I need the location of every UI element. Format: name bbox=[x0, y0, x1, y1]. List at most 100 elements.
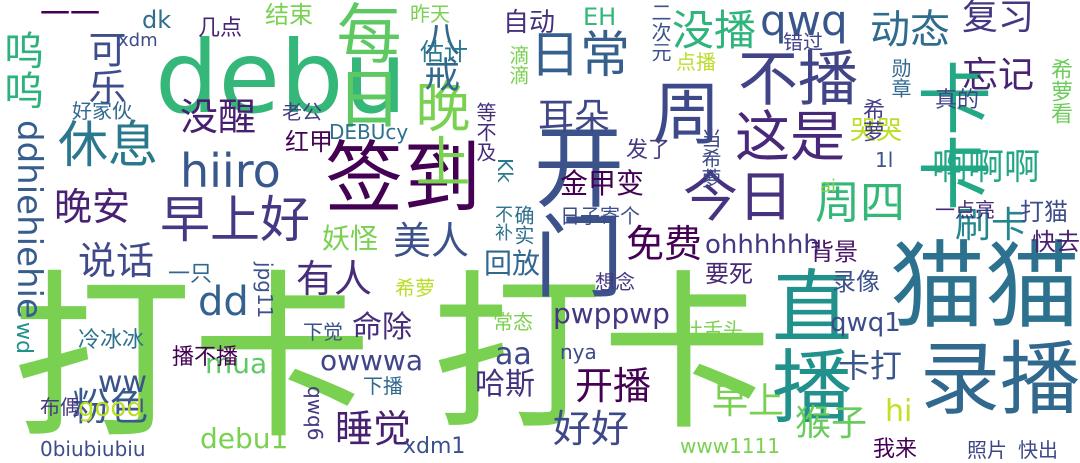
cloud-word: 金甲变 bbox=[560, 167, 645, 200]
cloud-word: debu1 bbox=[200, 422, 289, 455]
cloud-word: 不补 bbox=[492, 205, 513, 241]
cloud-word: 猴子 bbox=[795, 403, 868, 444]
cloud-word: 卡打 bbox=[838, 347, 903, 385]
cloud-word: 常态 bbox=[493, 310, 533, 334]
cloud-word: 等不及 bbox=[473, 102, 497, 162]
cloud-word: 可乐 bbox=[82, 30, 126, 106]
cloud-word: xdm bbox=[118, 30, 158, 51]
cloud-word: aa bbox=[495, 337, 532, 372]
cloud-word: qwq1 bbox=[830, 308, 901, 338]
cloud-word: 录播 bbox=[920, 333, 1080, 426]
cloud-word: ww bbox=[98, 365, 148, 400]
cloud-word: EH bbox=[583, 3, 617, 31]
cloud-word: 好好 bbox=[553, 407, 630, 451]
cloud-word: owwwa bbox=[320, 344, 423, 377]
cloud-word: 周四 bbox=[815, 176, 906, 229]
cloud-word: 休息 bbox=[58, 116, 158, 174]
cloud-word: 打卡 bbox=[12, 255, 373, 463]
cloud-word: qwq bbox=[760, 0, 848, 45]
cloud-word: 播不播 bbox=[172, 345, 239, 370]
cloud-word: ddhiehiehie bbox=[9, 120, 49, 319]
cloud-word: Kk bbox=[493, 158, 517, 183]
cloud-word: 直播 bbox=[759, 265, 852, 425]
cloud-word: ohhhhhh bbox=[705, 230, 820, 260]
cloud-word: good bbox=[78, 393, 143, 423]
cloud-word: 八戒 bbox=[418, 20, 459, 92]
cloud-word: mua bbox=[205, 347, 268, 380]
cloud-word: 粉色 bbox=[72, 385, 149, 429]
cloud-word: 冷冰冰 bbox=[78, 328, 145, 353]
cloud-word: hi bbox=[885, 394, 913, 429]
cloud-word: 日子寄个 bbox=[560, 204, 640, 228]
cloud-word: 自动 bbox=[503, 8, 556, 38]
cloud-word: 忘记 bbox=[962, 55, 1035, 96]
cloud-word: 打猫 bbox=[1020, 198, 1068, 226]
cloud-word: 快出 bbox=[1018, 438, 1058, 462]
cloud-word: 复习 bbox=[962, 0, 1035, 38]
cloud-word: 命除 bbox=[352, 310, 412, 345]
cloud-word: 卡卡 bbox=[904, 60, 992, 210]
cloud-word: 昨天 bbox=[410, 2, 450, 26]
cloud-word: 好家伙 bbox=[72, 99, 132, 123]
cloud-word: 每日 bbox=[325, 0, 400, 130]
cloud-word: 希萝 bbox=[859, 98, 884, 142]
cloud-word: 哈斯 bbox=[475, 367, 535, 402]
cloud-word: 下播 bbox=[363, 374, 403, 398]
cloud-word: 希萝看 bbox=[1047, 58, 1072, 124]
cloud-word: ai bbox=[820, 176, 837, 197]
cloud-word: 哭哭 bbox=[850, 116, 903, 146]
cloud-word: 红甲 bbox=[285, 128, 333, 156]
cloud-word: www1111 bbox=[680, 434, 780, 458]
cloud-word: qwq6 bbox=[303, 386, 327, 441]
cloud-word: 签到 bbox=[325, 134, 482, 224]
cloud-word: 呜呜 bbox=[0, 30, 43, 110]
cloud-word: 回放 bbox=[484, 247, 541, 280]
cloud-word: jpg11 bbox=[253, 262, 277, 319]
cloud-word: xdm1 bbox=[403, 434, 466, 459]
cloud-word: pwppwp bbox=[553, 297, 670, 330]
cloud-word: 猫猫 bbox=[889, 232, 1080, 342]
cloud-word: DEBUcy bbox=[329, 120, 409, 144]
cloud-word: 1l bbox=[875, 148, 894, 172]
cloud-word: dk bbox=[142, 6, 172, 34]
cloud-word: 二次元 bbox=[648, 2, 672, 62]
cloud-word: 几点 bbox=[198, 16, 243, 41]
cloud-word: 啊啊啊 bbox=[932, 147, 1041, 188]
cloud-word: 要死 bbox=[705, 260, 753, 288]
cloud-word: 0biubiubiu bbox=[40, 437, 146, 461]
cloud-word: 有人 bbox=[296, 257, 373, 301]
cloud-word: 发了 bbox=[626, 138, 671, 163]
cloud-word: 快去 bbox=[1032, 228, 1080, 256]
cloud-word: 早上 bbox=[712, 381, 785, 422]
cloud-word: 老公 bbox=[282, 100, 322, 124]
cloud-word: 耳朵 bbox=[538, 97, 611, 138]
cloud-word: 打卡 bbox=[432, 256, 773, 454]
cloud-word: 妖怪 bbox=[322, 222, 379, 255]
cloud-word: 免费 bbox=[626, 222, 703, 266]
cloud-word: 睡觉 bbox=[335, 407, 412, 451]
cloud-word: 我来 bbox=[873, 437, 918, 462]
cloud-word: wd bbox=[11, 322, 36, 354]
cloud-word: 结束 bbox=[265, 1, 313, 29]
cloud-word: 一只 bbox=[168, 262, 213, 287]
cloud-word: 真的 bbox=[935, 88, 980, 113]
cloud-word: 周 bbox=[640, 78, 719, 146]
cloud-word: 估计 bbox=[420, 38, 468, 66]
cloud-word: 今日 bbox=[683, 165, 794, 229]
cloud-word: 这是 bbox=[735, 105, 846, 169]
cloud-word: 开播 bbox=[575, 364, 652, 408]
cloud-word: 日常 bbox=[530, 26, 630, 84]
cloud-word: 录像 bbox=[832, 268, 880, 296]
cloud-word: 一点亮 bbox=[935, 198, 995, 222]
cloud-word: 希萝 bbox=[395, 276, 435, 300]
cloud-word: 晚安 bbox=[54, 185, 131, 229]
cloud-word: 错过 bbox=[783, 30, 823, 54]
cloud-word: 刷卡 bbox=[955, 205, 1028, 246]
cloud-word: nya bbox=[560, 340, 597, 364]
cloud-word: 一一 bbox=[40, 0, 100, 32]
cloud-word: 勋章 bbox=[888, 58, 912, 98]
cloud-word: 滴滴 bbox=[506, 45, 530, 85]
cloud-word: 布偶 bbox=[40, 395, 80, 419]
cloud-word: 美人 bbox=[393, 219, 470, 263]
